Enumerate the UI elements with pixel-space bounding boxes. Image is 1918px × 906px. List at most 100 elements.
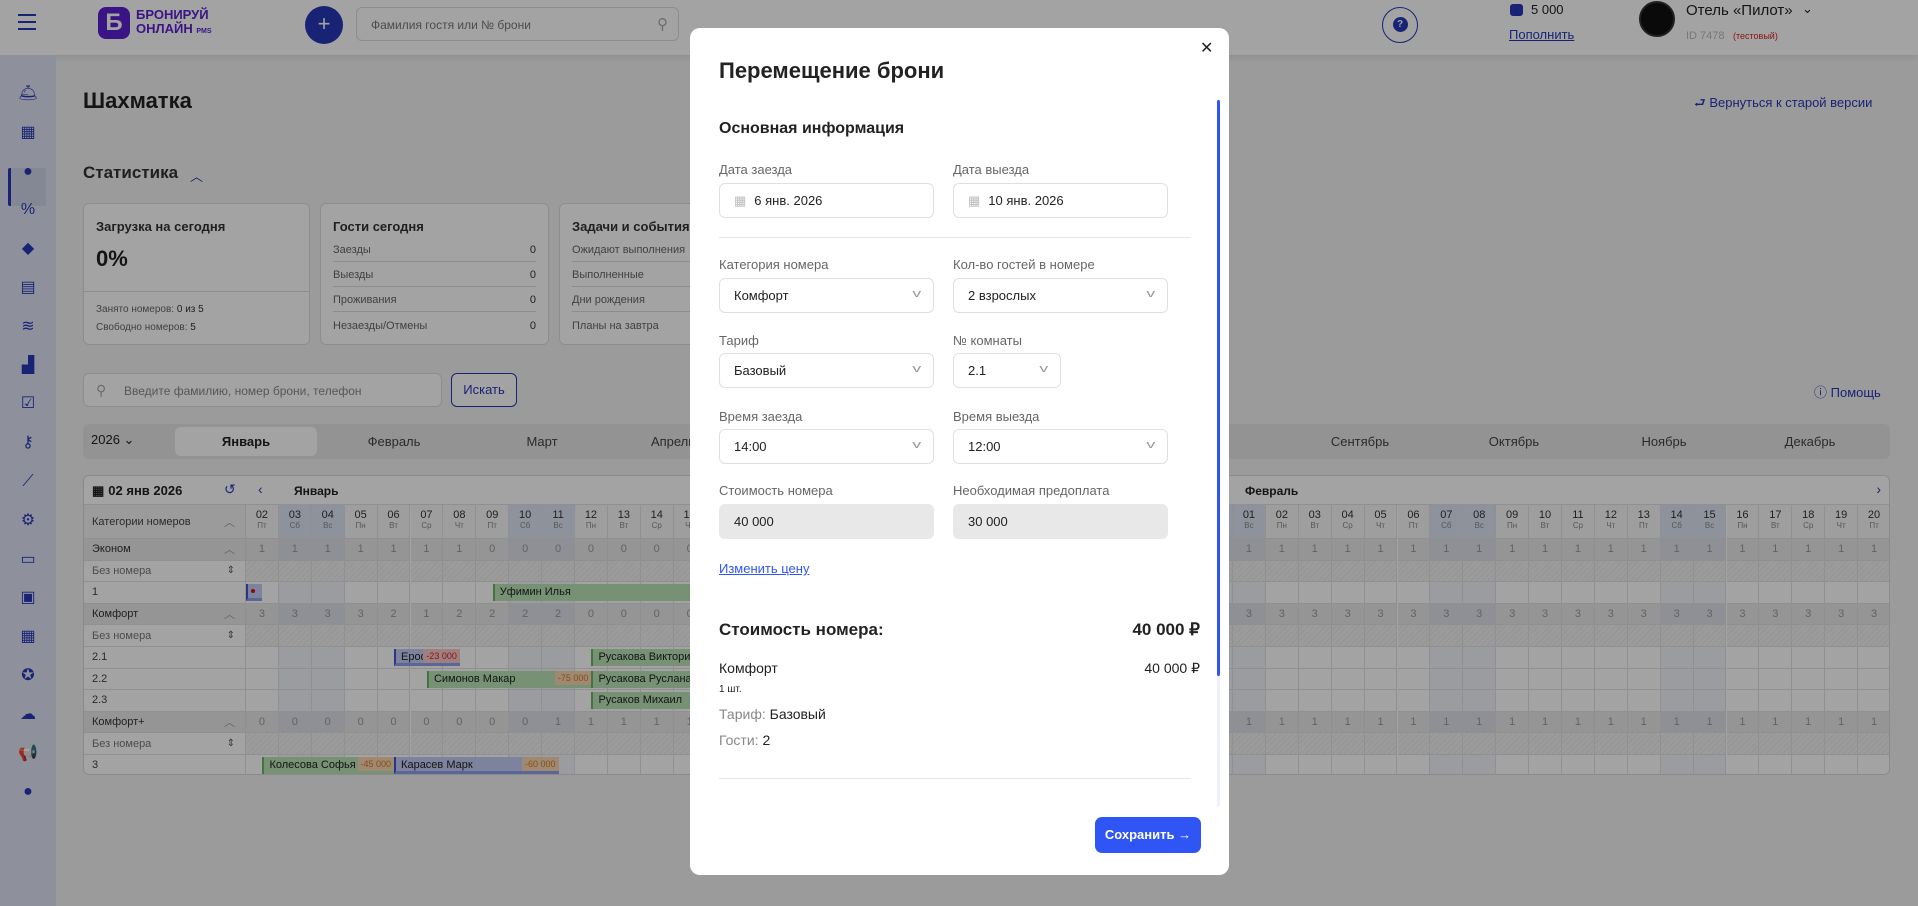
- unassigned-cell[interactable]: [542, 733, 575, 755]
- megaphone-icon[interactable]: 📢: [18, 744, 38, 762]
- room-cell[interactable]: [1792, 668, 1826, 691]
- tariff-select[interactable]: Базовый v: [719, 353, 934, 388]
- room-cell[interactable]: [1331, 668, 1365, 691]
- unassigned-cell[interactable]: [377, 560, 411, 583]
- unassigned-cell[interactable]: [377, 625, 411, 647]
- unassigned-cell[interactable]: [1693, 625, 1727, 647]
- unassigned-cell[interactable]: [1726, 733, 1760, 755]
- unassigned-cell[interactable]: [1660, 733, 1694, 755]
- room-cell[interactable]: [1364, 647, 1398, 669]
- expand-icon[interactable]: ⇕: [226, 565, 235, 577]
- room-cell[interactable]: [377, 582, 411, 604]
- broom-icon[interactable]: ⟋: [22, 473, 34, 490]
- room-cell[interactable]: [344, 668, 378, 691]
- unassigned-cell[interactable]: [410, 625, 444, 647]
- room-cell[interactable]: [640, 755, 674, 774]
- percent-icon[interactable]: %: [20, 201, 36, 219]
- room-cell[interactable]: [311, 690, 345, 712]
- unassigned-cell[interactable]: [1233, 625, 1266, 647]
- unassigned-cell[interactable]: [1858, 733, 1889, 755]
- hotel-avatar[interactable]: [1639, 1, 1675, 37]
- room-cell[interactable]: [1430, 582, 1464, 604]
- room-cell[interactable]: [1726, 647, 1760, 669]
- room-cell[interactable]: [1660, 668, 1694, 691]
- unassigned-cell[interactable]: [1496, 560, 1530, 583]
- month-tab-4[interactable]: Сентябрь: [1330, 434, 1390, 449]
- unassigned-cell[interactable]: [246, 733, 279, 755]
- unassigned-cell[interactable]: [1627, 733, 1661, 755]
- room-cell[interactable]: [1825, 647, 1859, 669]
- unassigned-cell[interactable]: [1825, 625, 1859, 647]
- unassigned-cell[interactable]: [607, 625, 641, 647]
- unassigned-cell[interactable]: [246, 625, 279, 647]
- unassigned-cell[interactable]: [344, 560, 378, 583]
- room-cell[interactable]: [1233, 668, 1266, 691]
- search-button[interactable]: Искать: [451, 373, 517, 407]
- room-cell[interactable]: [1693, 668, 1727, 691]
- document-icon[interactable]: ▤: [20, 279, 36, 296]
- current-date-picker[interactable]: ▦ 02 янв 2026: [92, 483, 182, 499]
- room-cell[interactable]: [1331, 647, 1365, 669]
- room-cell[interactable]: [377, 668, 411, 691]
- stat-row[interactable]: Выезды 0: [333, 263, 536, 287]
- room-cell[interactable]: [1298, 647, 1332, 669]
- unassigned-cell[interactable]: [607, 560, 641, 583]
- room-cell[interactable]: [1627, 582, 1661, 604]
- unassigned-cell[interactable]: [476, 733, 510, 755]
- unassigned-cell[interactable]: [1792, 733, 1826, 755]
- room-cell[interactable]: [1397, 582, 1431, 604]
- room-cell[interactable]: [1265, 668, 1299, 691]
- room-cell[interactable]: [1594, 647, 1628, 669]
- unassigned-cell[interactable]: [1430, 733, 1464, 755]
- prev-arrow-icon[interactable]: ‹: [258, 481, 263, 497]
- room-cell[interactable]: [1233, 690, 1266, 712]
- room-cell[interactable]: [1759, 647, 1793, 669]
- room-cell[interactable]: [278, 582, 312, 604]
- chevron-up-icon[interactable]: ︿: [190, 169, 204, 184]
- room-cell[interactable]: [1660, 647, 1694, 669]
- room-cell[interactable]: [344, 647, 378, 669]
- unassigned-cell[interactable]: [1693, 733, 1727, 755]
- room-cell[interactable]: [1759, 755, 1793, 774]
- profile-icon[interactable]: ●: [23, 783, 33, 801]
- unassigned-cell[interactable]: [1397, 625, 1431, 647]
- unassigned-cell[interactable]: [1825, 733, 1859, 755]
- stat-row[interactable]: Заезды 0: [333, 238, 536, 262]
- menu-icon[interactable]: [18, 14, 36, 30]
- unassigned-cell[interactable]: [1233, 560, 1266, 583]
- modal-scrollbar[interactable]: [1217, 100, 1220, 676]
- room-cell[interactable]: [1298, 668, 1332, 691]
- room-cell[interactable]: [575, 755, 608, 774]
- room-cell[interactable]: [1594, 755, 1628, 774]
- room-cell[interactable]: [542, 647, 575, 669]
- coins-icon[interactable]: ≋: [21, 317, 35, 335]
- unassigned-cell[interactable]: [1265, 560, 1299, 583]
- room-cell[interactable]: [1627, 755, 1661, 774]
- month-tab-1[interactable]: Февраль: [367, 434, 421, 449]
- room-cell[interactable]: [410, 690, 444, 712]
- unassigned-cell[interactable]: [1726, 625, 1760, 647]
- room-cell[interactable]: [1364, 755, 1398, 774]
- room-cell[interactable]: [1627, 647, 1661, 669]
- room-cell[interactable]: [1331, 755, 1365, 774]
- unassigned-cell[interactable]: [1430, 625, 1464, 647]
- room-cell[interactable]: [1726, 668, 1760, 691]
- unassigned-cell[interactable]: [509, 560, 543, 583]
- unassigned-cell[interactable]: [542, 560, 575, 583]
- room-cell[interactable]: [1660, 582, 1694, 604]
- help-button[interactable]: ?: [1382, 7, 1418, 43]
- unassigned-cell[interactable]: [377, 733, 411, 755]
- month-tab-2[interactable]: Март: [526, 434, 558, 449]
- unassigned-cell[interactable]: [1331, 560, 1365, 583]
- month-tab-0[interactable]: Январь: [221, 434, 271, 449]
- category-row[interactable]: Комфорт ︿: [84, 603, 246, 626]
- room-cell[interactable]: [278, 647, 312, 669]
- stat-row[interactable]: Ожидают выполнения: [572, 238, 775, 262]
- stat-row[interactable]: Дни рождения: [572, 288, 775, 312]
- room-cell[interactable]: [278, 668, 312, 691]
- unassigned-cell[interactable]: [1660, 560, 1694, 583]
- unassigned-cell[interactable]: [344, 625, 378, 647]
- room-cell[interactable]: [344, 582, 378, 604]
- unassigned-cell[interactable]: [1562, 625, 1595, 647]
- room-cell[interactable]: [1331, 582, 1365, 604]
